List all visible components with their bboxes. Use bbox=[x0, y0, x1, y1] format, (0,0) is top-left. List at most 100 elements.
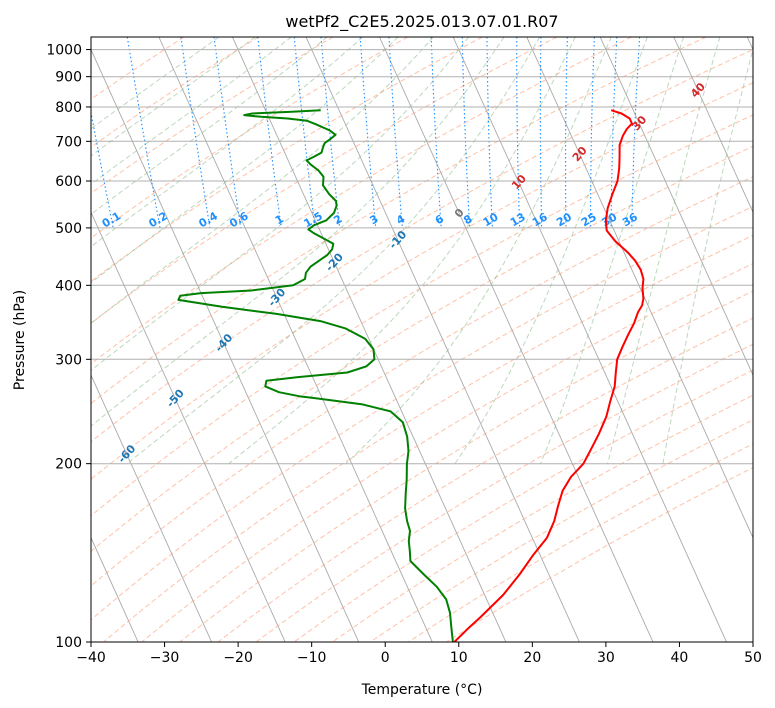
mixing-ratio-line bbox=[516, 37, 521, 228]
x-tick-label: 30 bbox=[597, 650, 615, 666]
isotherm-line bbox=[673, 37, 753, 214]
y-tick-label: 600 bbox=[55, 174, 82, 190]
y-ticks: 100 200 300 400 500 600 700 800 900 1000 bbox=[46, 43, 91, 651]
mixing-ratio-line bbox=[320, 37, 341, 228]
dry-adiabat-line bbox=[255, 343, 753, 642]
moist-adiabat-line bbox=[91, 37, 328, 215]
moist-adiabat-line bbox=[228, 37, 576, 465]
mixing-ratio-line bbox=[293, 37, 316, 228]
x-tick-label: 50 bbox=[744, 650, 762, 666]
mixing-ratio-label: 1.5 bbox=[301, 209, 324, 230]
x-tick-label: 40 bbox=[671, 650, 689, 666]
mixing-ratio-label: 1 bbox=[273, 212, 286, 227]
isotherm-label: -50 bbox=[164, 386, 187, 410]
y-tick-label: 1000 bbox=[46, 43, 82, 59]
moist-adiabat-line bbox=[91, 37, 363, 248]
dry-adiabat-line bbox=[331, 394, 753, 642]
x-tick-label: −40 bbox=[76, 650, 106, 666]
moist-adiabat-line bbox=[126, 37, 541, 465]
dry-adiabat-line bbox=[91, 37, 707, 404]
y-tick-label: 400 bbox=[55, 278, 82, 294]
isotherm-label: 40 bbox=[688, 80, 708, 100]
isotherm-line bbox=[0, 37, 65, 642]
x-axis-label: Temperature (°C) bbox=[361, 682, 483, 698]
dry-adiabat-line bbox=[91, 37, 334, 195]
mixing-ratio-line bbox=[359, 37, 377, 228]
mixing-ratio-line bbox=[610, 37, 618, 228]
mixing-ratio-line bbox=[91, 109, 114, 229]
moist-adiabat-line bbox=[454, 37, 648, 464]
mixing-ratio-label: 4 bbox=[394, 212, 407, 227]
x-tick-label: −20 bbox=[223, 650, 253, 666]
mixing-ratio-line bbox=[430, 37, 442, 228]
isotherm-line bbox=[526, 37, 753, 539]
isotherm-label: 20 bbox=[570, 144, 590, 164]
isotherm-line bbox=[91, 211, 286, 642]
dry-adiabat-line bbox=[370, 419, 753, 642]
y-tick-label: 200 bbox=[55, 457, 82, 473]
dry-adiabat-line bbox=[91, 37, 185, 100]
mixing-ratio-line bbox=[388, 37, 403, 228]
mixing-ratio-label: 13 bbox=[508, 210, 528, 229]
mixing-ratio-label: 0.6 bbox=[227, 209, 251, 230]
moist-adiabat-line bbox=[91, 37, 469, 372]
moist-adiabat-line bbox=[607, 37, 721, 464]
y-tick-label: 900 bbox=[55, 70, 82, 86]
chart-title: wetPf2_C2E5.2025.013.07.01.R07 bbox=[285, 12, 558, 32]
temperature-profile-line bbox=[453, 109, 645, 642]
mixing-ratio-label: 0.4 bbox=[196, 209, 220, 230]
isotherm-line bbox=[452, 37, 727, 642]
moist-adiabat-line bbox=[91, 37, 292, 185]
dry-adiabat-line bbox=[217, 317, 753, 642]
moist-adiabat-line bbox=[540, 37, 685, 464]
x-tick-label: −30 bbox=[150, 650, 180, 666]
isotherm-label: -70 bbox=[63, 488, 86, 512]
dry-adiabat-line bbox=[91, 114, 753, 517]
mixing-ratio-label: 0.1 bbox=[100, 209, 123, 230]
moist-adiabat-line bbox=[91, 37, 256, 157]
isotherm-line bbox=[91, 374, 213, 642]
y-tick-label: 500 bbox=[55, 221, 82, 237]
dry-adiabat-line bbox=[91, 49, 753, 443]
dry-adiabat-line bbox=[179, 290, 753, 642]
isotherm-label: 10 bbox=[509, 172, 529, 192]
x-tick-label: 20 bbox=[523, 650, 541, 666]
mixing-ratio-label: 36 bbox=[620, 210, 640, 229]
pressure-grid bbox=[91, 49, 753, 642]
moist-adiabat-line bbox=[91, 37, 505, 427]
mixing-ratio-label: 3 bbox=[367, 212, 380, 227]
isotherm-label: -20 bbox=[323, 250, 346, 274]
moist-adiabat-line bbox=[662, 47, 753, 464]
dry-adiabat-line bbox=[141, 262, 753, 642]
isotherm-line bbox=[231, 37, 507, 642]
dry-adiabat-line bbox=[103, 234, 753, 642]
isotherm-line bbox=[91, 536, 139, 642]
isotherm-label: -10 bbox=[386, 228, 409, 252]
isotherm-line bbox=[158, 37, 433, 642]
mixing-ratio-line bbox=[486, 37, 493, 228]
plot-frame bbox=[90, 36, 754, 643]
moist-adiabat-line bbox=[91, 37, 220, 130]
isotherm-line bbox=[599, 37, 753, 377]
mixing-ratio-label: 10 bbox=[481, 210, 501, 229]
x-tick-label: −10 bbox=[297, 650, 327, 666]
dry-adiabat-line bbox=[91, 145, 753, 552]
y-tick-label: 700 bbox=[55, 134, 82, 150]
y-tick-label: 800 bbox=[55, 100, 82, 116]
series-lines bbox=[177, 109, 645, 642]
y-tick-label: 300 bbox=[55, 352, 82, 368]
isotherm-line bbox=[746, 37, 753, 51]
isotherm-label: -80 bbox=[9, 531, 32, 555]
mixing-ratio-line bbox=[539, 37, 543, 228]
mixing-ratio-label: 6 bbox=[433, 212, 446, 227]
dry-adiabat-line bbox=[91, 37, 558, 324]
mixing-ratio-line bbox=[257, 37, 282, 228]
mixing-ratio-label: 20 bbox=[554, 210, 574, 229]
mixing-ratio-labels: 0.1 0.2 0.4 0.6 1 1.5 2 3 4 6 8 10 13 16 20 25 30 36 bbox=[100, 209, 640, 230]
isotherm-label: -60 bbox=[115, 442, 138, 466]
mixing-ratio-line bbox=[180, 37, 211, 228]
dewpoint-profile-line bbox=[177, 109, 454, 642]
isotherm-line bbox=[379, 37, 654, 642]
